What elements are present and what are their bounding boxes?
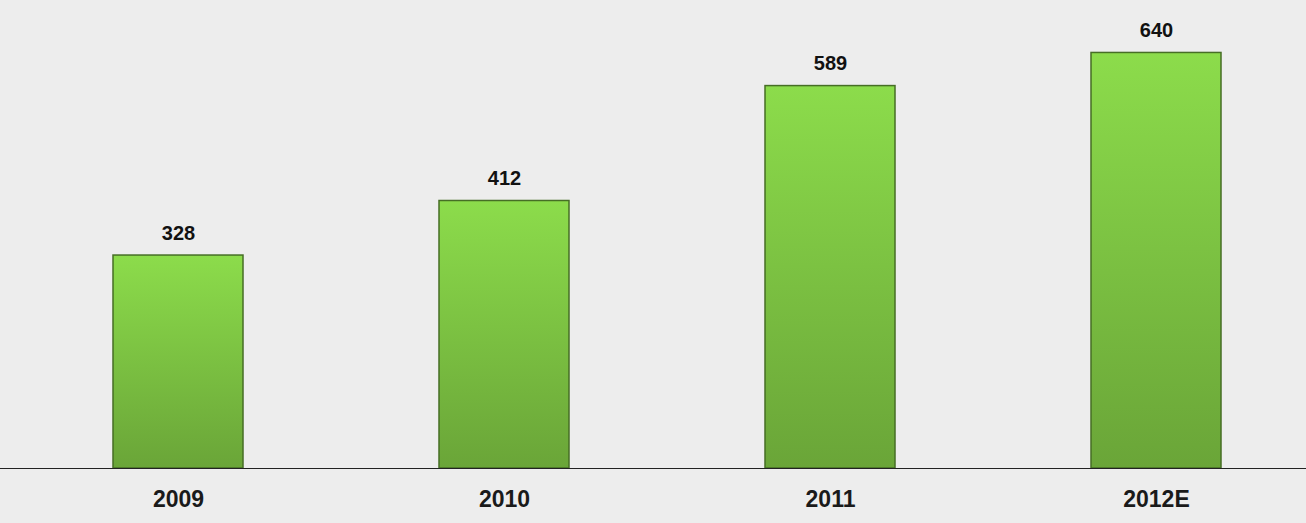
svg-text:328: 328 xyxy=(162,222,195,244)
svg-text:2012E: 2012E xyxy=(1123,486,1190,512)
svg-text:640: 640 xyxy=(1140,19,1173,41)
svg-text:2010: 2010 xyxy=(479,486,530,512)
svg-text:2009: 2009 xyxy=(153,486,204,512)
svg-text:2011: 2011 xyxy=(806,486,856,512)
svg-text:412: 412 xyxy=(488,167,521,189)
svg-text:589: 589 xyxy=(814,52,847,74)
